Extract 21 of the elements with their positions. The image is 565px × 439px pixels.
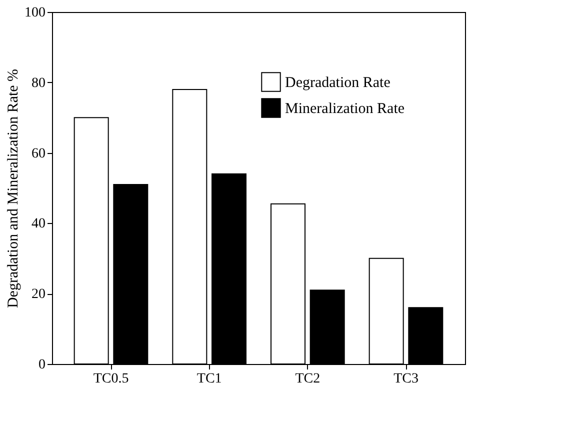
bar [270,203,306,364]
legend-label: Mineralization Rate [285,101,405,117]
bar [408,307,444,364]
y-tick-label: 80 [32,76,46,91]
x-tick-label: TC0.5 [93,372,129,386]
y-axis-title: Degradation and Mineralization Rate % [6,68,22,308]
y-tick-label: 40 [32,216,46,232]
y-tick-label: 0 [38,358,46,372]
bar [212,173,246,364]
bar [310,290,345,364]
legend-label: Degradation Rate [285,75,391,91]
bar [172,88,208,364]
y-tick-label: 20 [32,287,46,302]
bar [113,184,148,364]
bar [74,117,109,364]
x-tick-label: TC2 [295,372,320,386]
y-tick-label: 100 [24,6,46,20]
bar [368,258,404,364]
y-tick-label: 60 [32,146,46,162]
x-tick-label: TC1 [196,372,222,386]
x-tick-label: TC3 [394,372,418,386]
